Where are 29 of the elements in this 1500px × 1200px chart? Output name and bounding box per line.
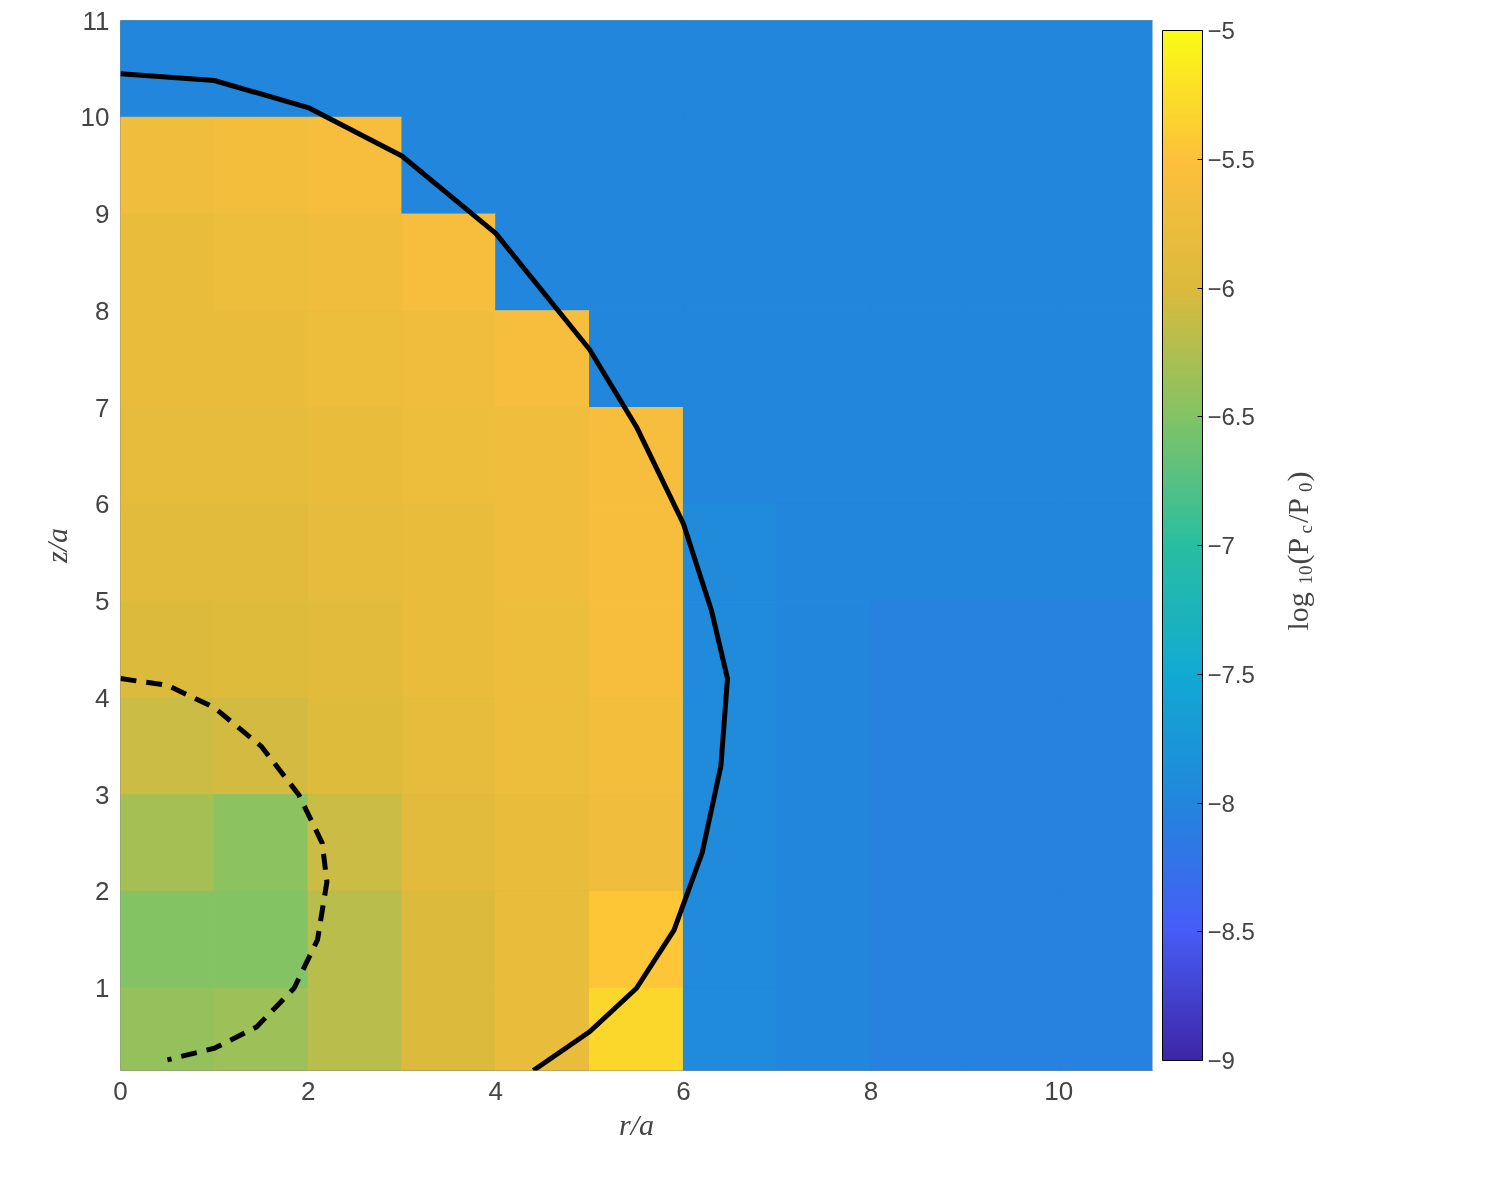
color-bar-label: −7.5 [1207,660,1255,688]
x-axis-title: r/a [619,1107,655,1141]
y-tick-label: 9 [95,199,110,230]
x-tick-label: 10 [1044,1075,1074,1106]
y-tick-label: 7 [95,392,110,423]
y-tick-label: 1 [95,973,110,1004]
color-bar-label: −8.5 [1207,918,1255,946]
color-bar-label: −5 [1207,17,1235,44]
y-tick-label: 8 [95,295,110,326]
y-tick-label: 2 [95,876,110,907]
color-bar-title: log10(Pc/P0) [1281,471,1316,631]
y-axis-title: z/a [39,527,73,564]
color-bar-label: −6.5 [1207,403,1255,431]
y-tick-label: 4 [95,682,110,713]
y-tick-label: 5 [95,586,110,617]
x-tick-label: 6 [676,1075,691,1106]
x-tick-label: 8 [863,1075,879,1106]
y-tick-label: 11 [82,5,110,36]
x-tick-label: 2 [300,1075,316,1106]
color-bar-label: −6 [1207,274,1235,302]
color-bar-label: −5.5 [1207,145,1255,173]
y-tick-label: 6 [95,489,110,520]
x-tick-label: 4 [488,1075,504,1106]
color-bar-label: −8 [1207,789,1235,817]
color-bar-label: −7 [1207,532,1235,559]
color-bar-label: −9 [1207,1047,1235,1074]
y-tick-label: 3 [95,779,110,810]
y-tick-label: 10 [80,102,110,133]
x-tick-label: 0 [113,1075,128,1106]
